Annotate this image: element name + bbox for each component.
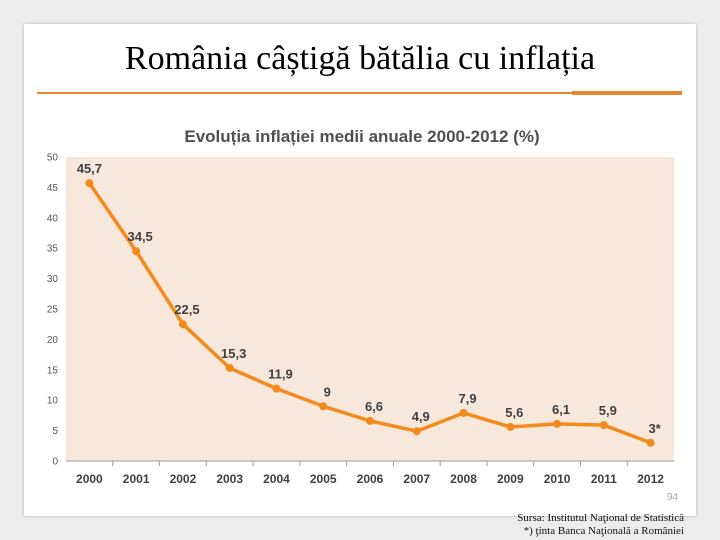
data-point	[178, 320, 187, 329]
x-tick-label: 2003	[216, 472, 243, 486]
plot-area	[66, 157, 674, 461]
target-footnote: *) ţinta Banca Naţională a României	[523, 525, 684, 537]
x-tick-label: 2008	[450, 472, 477, 486]
source-line: Sursa: Institutul Naţional de Statistică	[517, 512, 684, 524]
data-point	[225, 363, 234, 372]
y-tick-label: 45	[47, 183, 59, 194]
data-point	[646, 438, 655, 447]
data-label: 22,5	[174, 302, 199, 317]
data-label: 6,6	[365, 399, 383, 414]
title-divider	[37, 92, 682, 94]
x-tick-label: 2006	[357, 472, 384, 486]
x-tick-label: 2012	[637, 472, 664, 486]
source-note: Sursa: Institutul Naţional de Statistică…	[517, 512, 684, 538]
y-tick-label: 15	[47, 365, 59, 376]
y-tick-label: 30	[47, 274, 59, 285]
x-tick-label: 2000	[76, 472, 103, 486]
data-point	[132, 247, 141, 256]
data-label: 11,9	[268, 367, 293, 382]
x-tick-label: 2001	[123, 472, 150, 486]
x-tick-label: 2004	[263, 472, 290, 486]
y-tick-label: 5	[52, 426, 58, 437]
data-point	[553, 419, 562, 428]
y-tick-label: 10	[47, 396, 59, 407]
data-point	[459, 408, 468, 417]
data-label: 15,3	[221, 346, 246, 361]
y-tick-label: 0	[52, 457, 58, 468]
data-label: 5,6	[505, 405, 523, 420]
data-point	[506, 422, 515, 431]
y-tick-label: 50	[47, 153, 59, 164]
data-point	[599, 421, 608, 430]
data-label: 3*	[648, 421, 661, 436]
data-point	[412, 427, 421, 436]
data-label: 34,5	[127, 229, 152, 244]
data-point	[85, 179, 94, 188]
data-label: 4,9	[412, 409, 430, 424]
y-tick-label: 40	[47, 213, 59, 224]
x-tick-label: 2009	[497, 472, 524, 486]
slide-title: România câștigă bătălia cu inflația	[124, 40, 596, 77]
data-label: 9	[324, 384, 331, 399]
title-divider-accent	[572, 91, 682, 95]
x-tick-label: 2010	[544, 472, 571, 486]
data-point	[319, 402, 328, 411]
y-tick-label: 35	[47, 244, 59, 255]
x-tick-label: 2011	[591, 472, 617, 486]
x-tick-label: 2005	[310, 472, 337, 486]
chart-title: Evoluția inflației medii anuale 2000-201…	[184, 127, 539, 146]
y-tick-label: 20	[47, 335, 59, 346]
data-point	[366, 416, 374, 425]
y-tick-label: 25	[47, 305, 59, 316]
page-number: 94	[667, 492, 679, 503]
x-tick-label: 2007	[403, 472, 430, 486]
x-tick-label: 2002	[170, 472, 197, 486]
data-label: 45,7	[77, 161, 102, 176]
data-label: 7,9	[458, 391, 476, 406]
data-label: 5,9	[599, 403, 617, 418]
data-label: 6,1	[552, 402, 570, 417]
data-point	[272, 384, 281, 393]
